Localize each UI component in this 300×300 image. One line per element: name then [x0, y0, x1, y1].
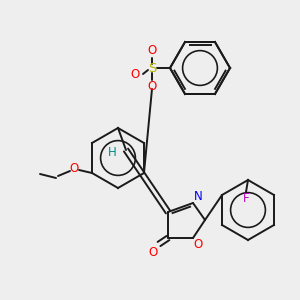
- Text: F: F: [243, 191, 249, 205]
- Text: O: O: [147, 44, 157, 58]
- Text: O: O: [194, 238, 202, 251]
- Text: O: O: [130, 68, 140, 80]
- Text: N: N: [194, 190, 202, 202]
- Text: S: S: [148, 61, 156, 74]
- Text: O: O: [147, 80, 157, 94]
- Text: O: O: [69, 161, 79, 175]
- Text: H: H: [108, 146, 116, 158]
- Text: O: O: [148, 247, 158, 260]
